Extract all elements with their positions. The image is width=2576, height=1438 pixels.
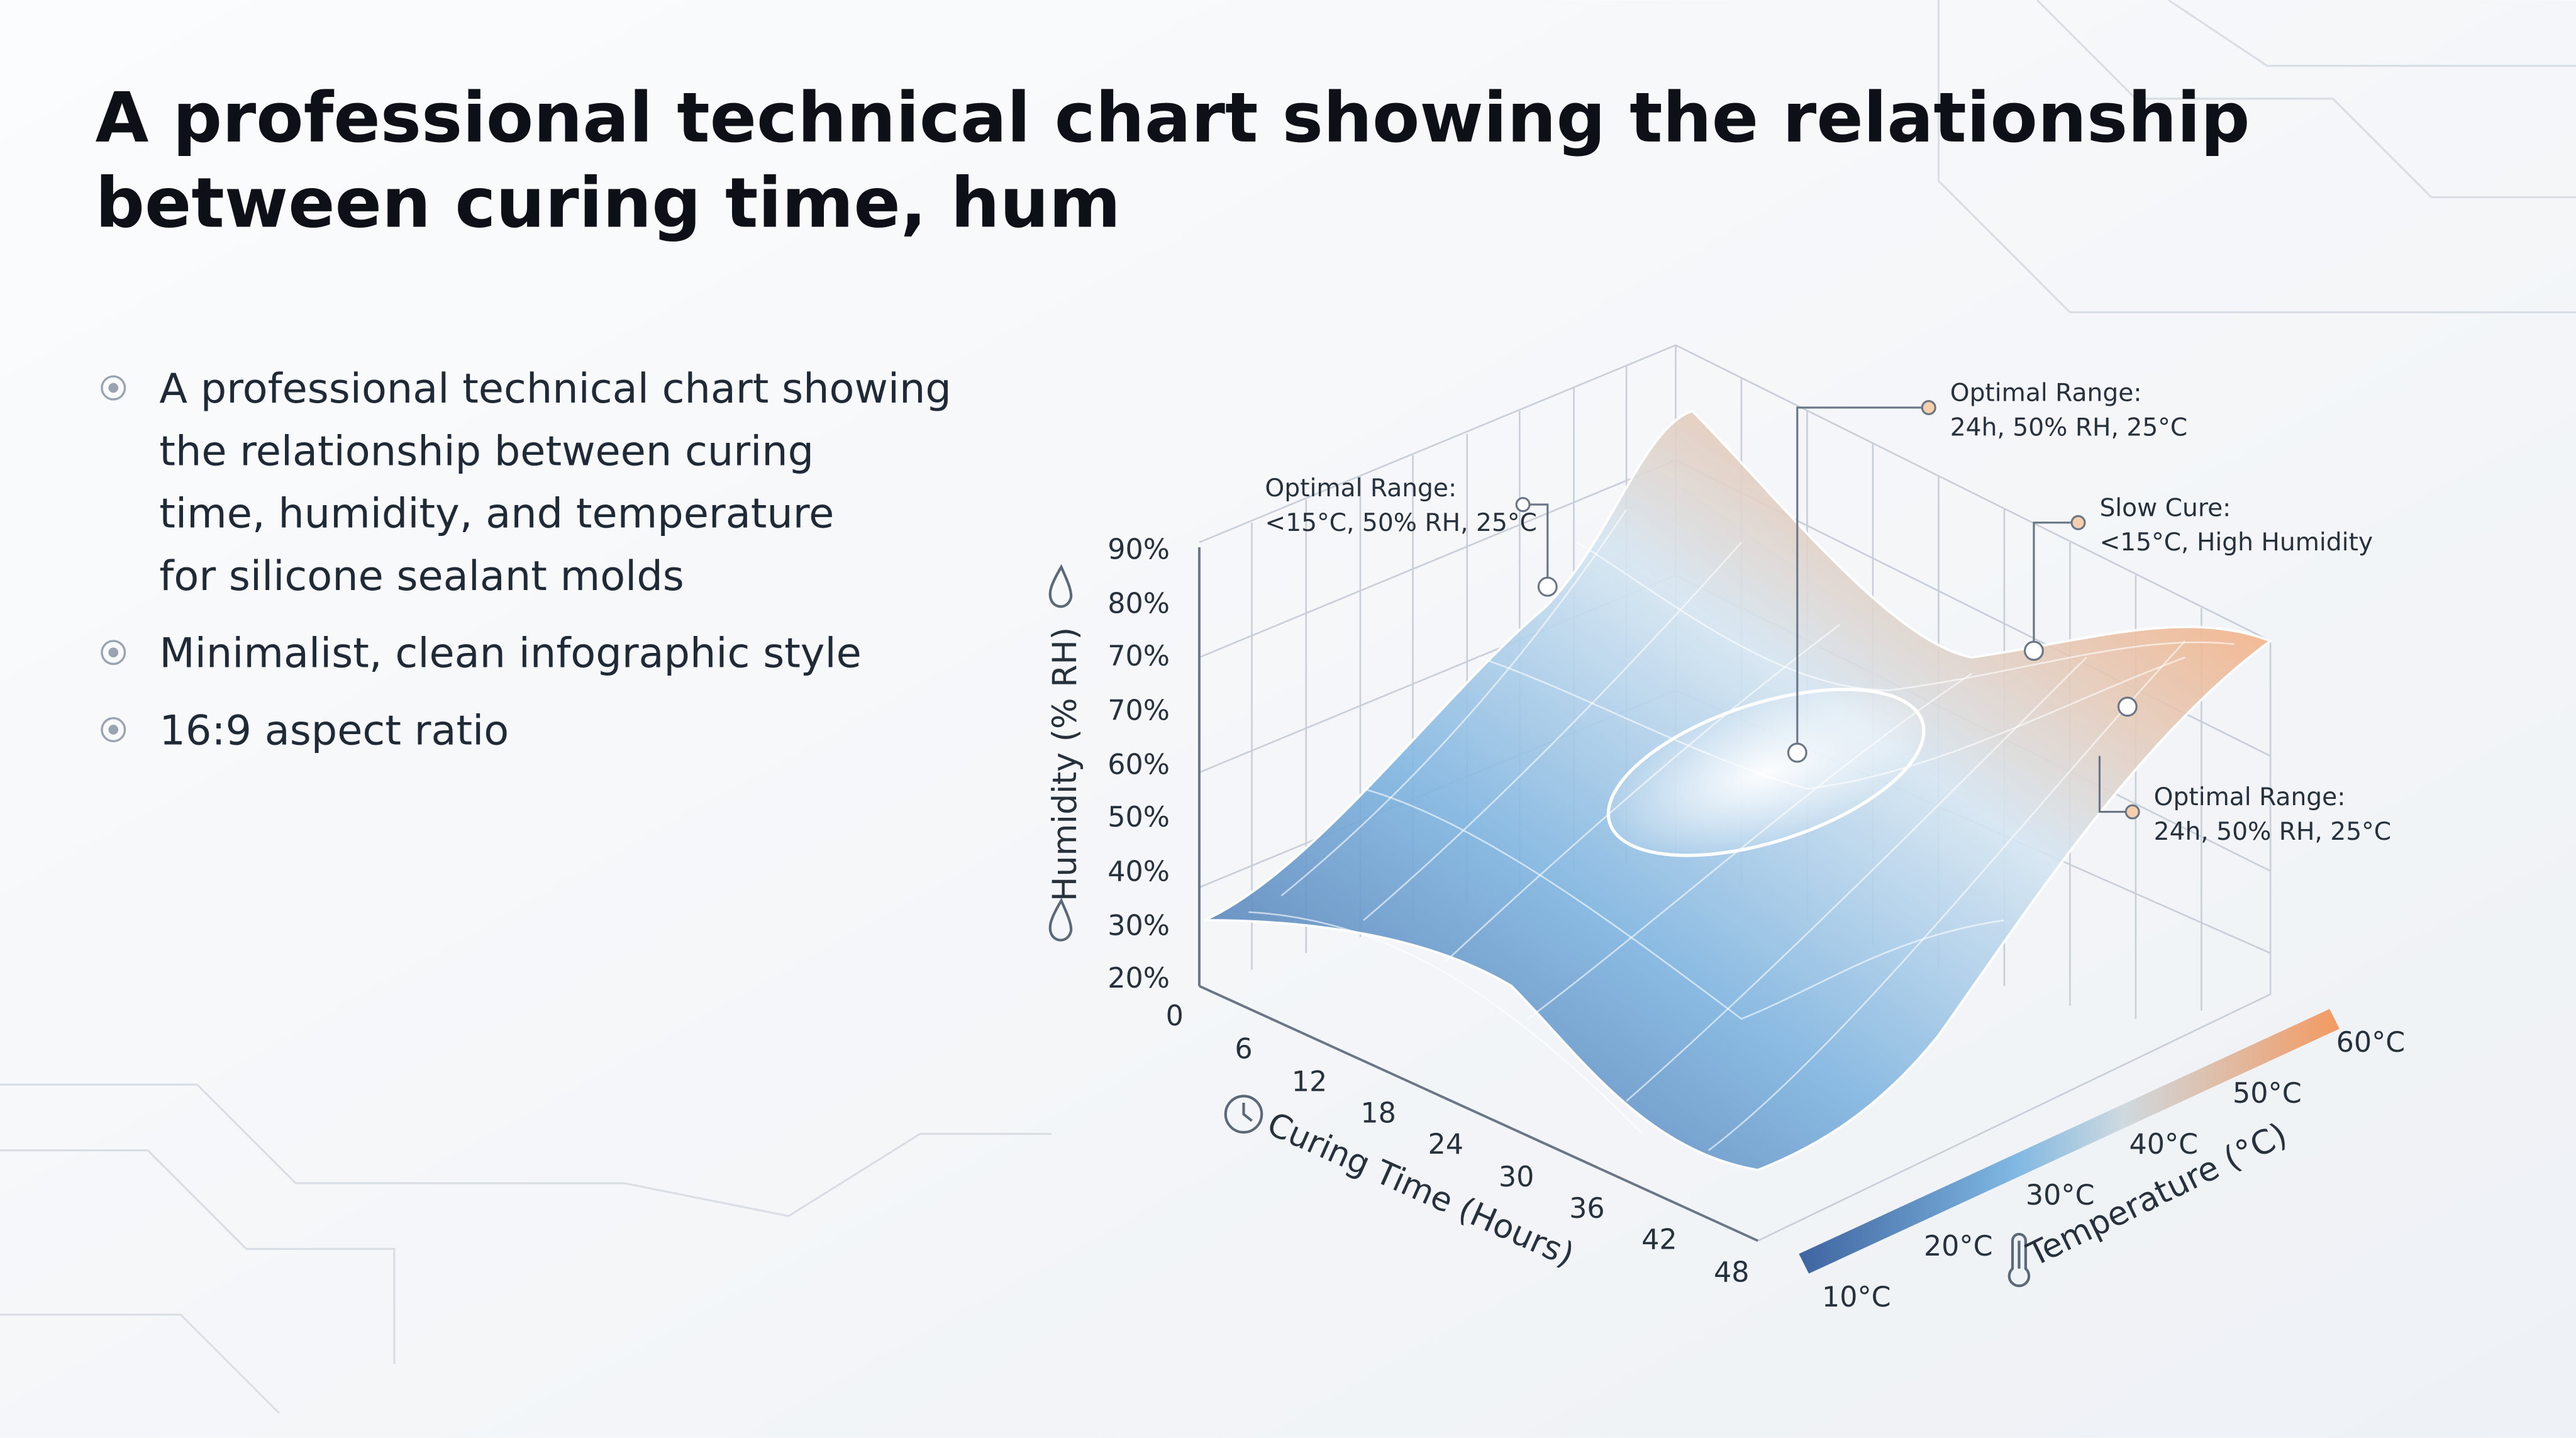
annotation-text: Optimal Range: [2154, 783, 2346, 811]
bullet-icon [101, 640, 126, 666]
annotation-text: Optimal Range: [1265, 474, 1457, 503]
title-line: between curing time, hum [96, 163, 1121, 243]
bullet-icon-part [101, 716, 126, 742]
bullet-list: A professional technical chart showing th… [101, 365, 952, 754]
time-tick-label: 12 [1292, 1066, 1328, 1098]
humidity-tick-label: 80% [1108, 588, 1170, 620]
bullet-icon-part [108, 647, 119, 658]
annotation-text: 24h, 50% RH, 25°C [2154, 818, 2391, 846]
time-tick-label: 18 [1360, 1097, 1396, 1129]
axis-icons [1048, 564, 2031, 1288]
bullet-icon-part [108, 725, 119, 735]
annotation-text: Slow Cure: [2099, 494, 2231, 522]
humidity-axis-title: Humidity (% RH) [1046, 627, 1084, 901]
humidity-tick-label: 20% [1108, 962, 1170, 995]
annotation-text: <15°C, High Humidity [2099, 528, 2373, 557]
title: A professional technical chart showing t… [96, 77, 2250, 243]
temperature-tick-label: 20°C [1924, 1230, 1993, 1262]
humidity-tick-label: 90% [1108, 533, 1170, 566]
temperature-tick-label: 60°C [2336, 1027, 2406, 1059]
humidity-tick-label: 30% [1108, 910, 1170, 942]
time-tick-label: 6 [1235, 1033, 1252, 1065]
time-tick-label: 24 [1428, 1129, 1464, 1161]
humidity-tick-label: 40% [1108, 856, 1170, 888]
bullet-text: Minimalist, clean infographic style [159, 630, 861, 677]
title-line: A professional technical chart showing t… [96, 77, 2250, 158]
time-tick-label: 36 [1569, 1193, 1605, 1225]
bullet-text: for silicone sealant molds [159, 552, 684, 600]
bullet-text: the relationship between curing [159, 427, 814, 475]
temperature-tick-label: 50°C [2233, 1078, 2302, 1110]
temperature-tick-label: 40°C [2129, 1129, 2198, 1161]
temperature-tick-label: 10°C [1822, 1281, 1891, 1313]
bullet-icon-part [101, 375, 126, 401]
temperature-tick-label: 30°C [2026, 1179, 2095, 1212]
bullet-icon-part [108, 382, 119, 393]
time-axis-line [1199, 984, 1758, 1242]
annotation-text: 24h, 50% RH, 25°C [1950, 413, 2187, 442]
bullet-icon [101, 375, 126, 401]
annotation-text: Optimal Range: [1950, 379, 2142, 408]
bullet-text: time, humidity, and temperature [159, 490, 834, 538]
temperature-scale-bar [1799, 1009, 2340, 1274]
humidity-tick-label: 70% [1108, 694, 1170, 727]
humidity-tick-label: 50% [1108, 801, 1170, 833]
humidity-tick-label: 60% [1108, 749, 1170, 781]
bullet-icon-part [101, 640, 126, 666]
bullet-text: A professional technical chart showing [159, 365, 951, 413]
bullet-text: 16:9 aspect ratio [159, 706, 509, 754]
bullet-icon [101, 716, 126, 742]
time-tick-label: 48 [1714, 1257, 1750, 1289]
time-tick-label: 0 [1166, 1000, 1184, 1032]
humidity-tick-label: 70% [1108, 640, 1170, 672]
annotation-text: <15°C, 50% RH, 25°C [1265, 509, 1536, 537]
surface [1203, 409, 2273, 1172]
time-tick-label: 30 [1499, 1161, 1535, 1193]
time-tick-label: 42 [1641, 1223, 1677, 1256]
annotation-leaders [1515, 399, 2140, 820]
